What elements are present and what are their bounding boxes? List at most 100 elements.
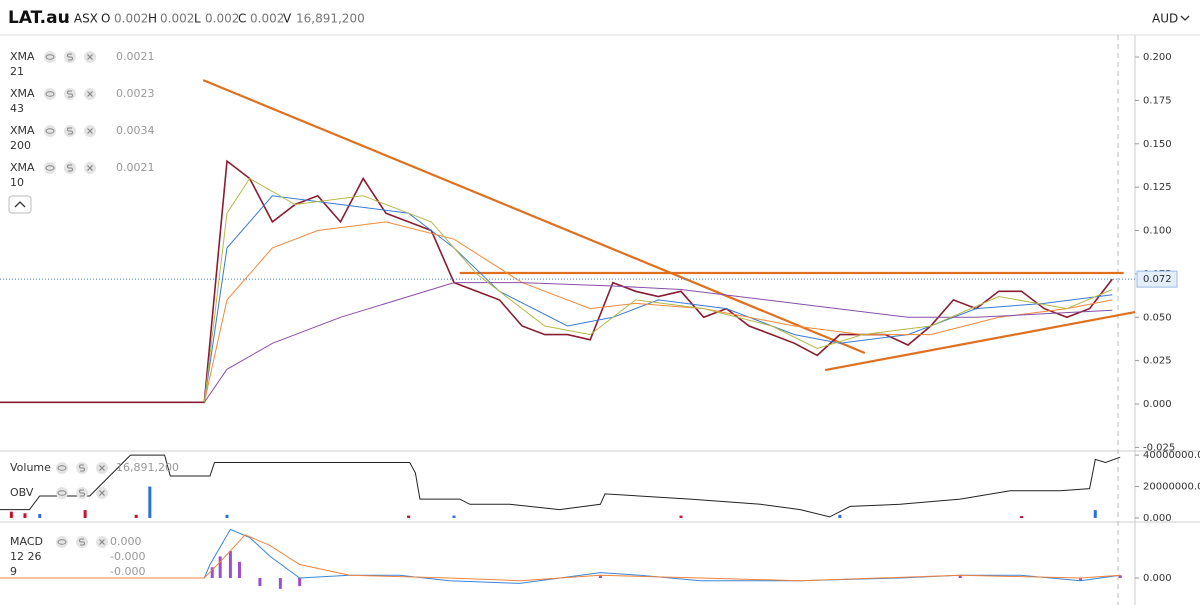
y-tick-label: 0.150 [1143,139,1172,150]
legend-value: -0.000 [110,565,145,578]
bar [9,511,13,518]
legend-value: -0.000 [110,550,145,563]
volume-value: 16,891,200 [296,12,365,26]
legend-icon-bg[interactable] [56,487,68,499]
y-tick-label: 0.200 [1143,52,1172,63]
collapse-button[interactable] [8,195,32,214]
bar [258,578,262,587]
high-value: 0.002 [160,12,194,26]
exchange: : ASX [66,12,98,26]
remove-icon[interactable] [87,91,93,97]
legend-param: 10 [10,176,24,189]
last-price-box [1136,270,1178,288]
legend-icon-bg[interactable] [56,536,68,548]
bar [407,515,411,518]
bar [298,578,302,587]
bar [134,514,138,518]
legend-param: 9 [10,565,17,578]
close-label: C [238,12,246,26]
bar [838,514,842,518]
trendline [824,310,1136,372]
visibility-icon[interactable] [45,54,55,60]
visibility-icon[interactable] [45,128,55,134]
visibility-icon[interactable] [45,91,55,97]
bar [228,551,232,578]
bar [278,578,282,589]
bar [679,515,683,518]
y-tick-label: 0.000 [1143,399,1172,410]
legend-value: 0.0021 [116,50,155,63]
settings-icon[interactable] [67,53,73,61]
legend-name: XMA [10,124,35,137]
visibility-icon[interactable] [57,539,67,545]
series-line [0,534,1121,582]
bar [1079,578,1083,581]
collapse-icon[interactable] [14,201,26,208]
legend-name: MACD [10,535,43,548]
legend-name: XMA [10,161,35,174]
volume-label: V [283,12,292,26]
bar [598,575,602,578]
legend-icon-bg[interactable] [44,51,56,63]
legend-icon-bg[interactable] [44,88,56,100]
legend-name: OBV [10,486,34,499]
trendline [202,79,866,355]
bar [38,514,42,518]
visibility-icon[interactable] [57,465,67,471]
low-label: L [194,12,201,26]
y-tick-label: 0.125 [1143,182,1172,193]
bar [452,515,456,518]
settings-icon[interactable] [79,538,85,546]
legend-param: 21 [10,65,24,78]
bar [83,510,87,518]
open-label: O [101,12,110,26]
y-tick-label: 20000000.000 [1143,482,1200,493]
y-tick-label: 0.000 [1143,573,1172,584]
bar [1020,516,1023,518]
remove-icon[interactable] [87,128,93,134]
y-tick-label: 0.000 [1143,513,1172,524]
high-label: H [148,12,157,26]
legend-name: XMA [10,50,35,63]
y-tick-label: 0.050 [1143,312,1172,323]
remove-icon[interactable] [99,539,105,545]
legend-value: 0.0021 [116,161,155,174]
legend-icon-bg[interactable] [44,125,56,137]
settings-icon[interactable] [67,164,73,172]
bar [225,514,229,518]
legend-icon-bg[interactable] [44,162,56,174]
legend-name: XMA [10,87,35,100]
y-tick-label: 0.025 [1143,356,1172,367]
bar [210,567,214,578]
legend-value: 0.000 [110,535,142,548]
currency[interactable]: AUD [1152,12,1178,26]
bar [1093,510,1097,518]
legend-icon-bg[interactable] [56,462,68,474]
visibility-icon[interactable] [45,165,55,171]
close-value: 0.002 [250,12,284,26]
legend-param: 12 26 [10,550,42,563]
remove-icon[interactable] [99,490,105,496]
low-value: 0.002 [205,12,239,26]
currency-dropdown[interactable] [1180,15,1190,21]
bar [218,556,222,578]
legend-param: 43 [10,102,24,115]
settings-icon[interactable] [79,489,85,497]
bar [23,513,27,518]
settings-icon[interactable] [79,464,85,472]
settings-icon[interactable] [67,127,73,135]
symbol: LAT.au [8,8,70,28]
y-tick-label: -0.025 [1143,442,1175,453]
series-line [0,454,1121,518]
series-line [203,177,1113,403]
settings-icon[interactable] [67,90,73,98]
remove-icon[interactable] [87,165,93,171]
y-tick-label: 0.175 [1143,95,1172,106]
legend-value: 16,891,200 [116,461,179,474]
visibility-icon[interactable] [57,490,67,496]
legend-value: 0.0034 [116,124,155,137]
y-tick-label: 0.100 [1143,226,1172,237]
remove-icon[interactable] [99,465,105,471]
remove-icon[interactable] [87,54,93,60]
